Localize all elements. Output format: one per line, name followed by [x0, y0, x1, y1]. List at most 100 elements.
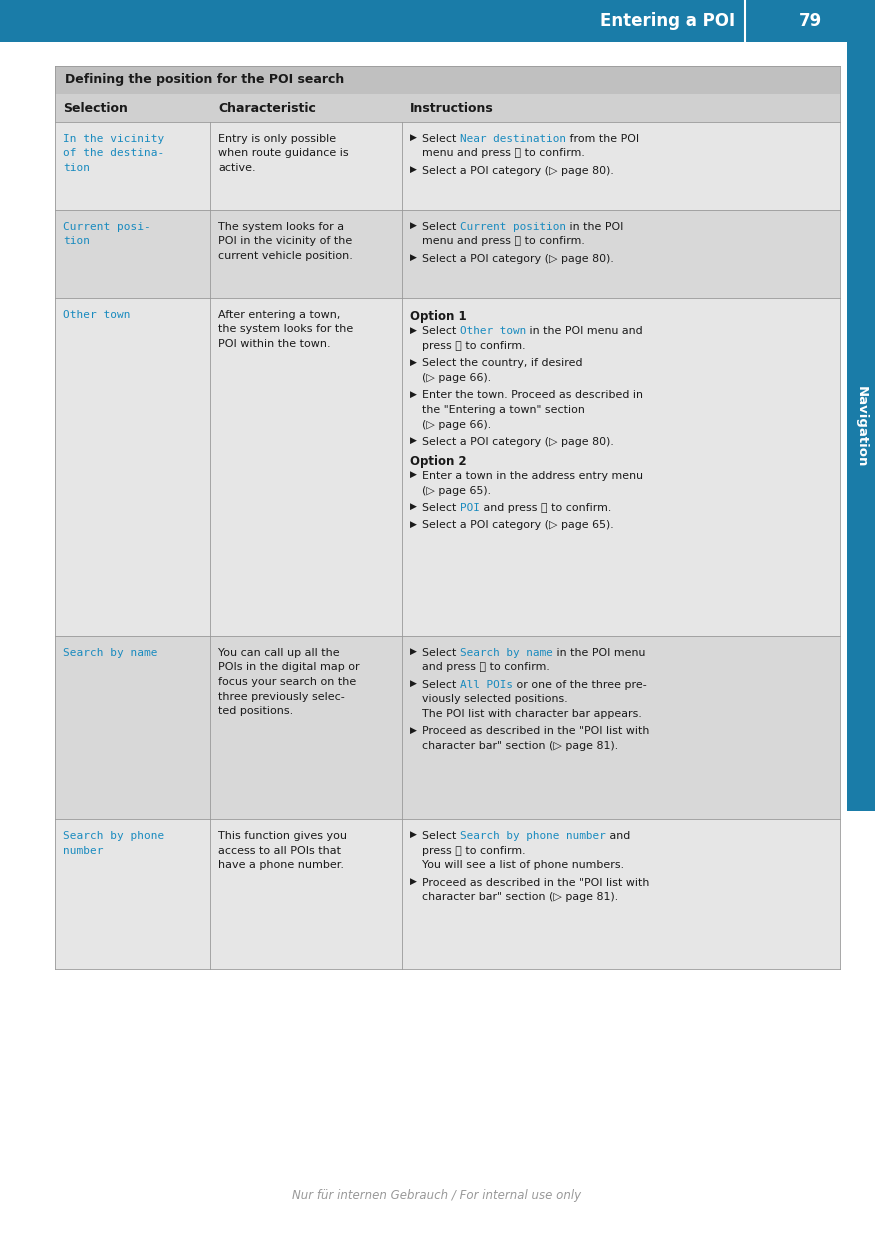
Text: and press ⓐ to confirm.: and press ⓐ to confirm. [422, 663, 550, 673]
Text: All POIs: All POIs [460, 680, 513, 690]
Text: the "Entering a town" section: the "Entering a town" section [422, 405, 584, 414]
Text: character bar" section (▷ page 81).: character bar" section (▷ page 81). [422, 892, 618, 902]
Text: Select: Select [422, 503, 460, 513]
Text: ▶: ▶ [410, 253, 416, 262]
Text: ▶: ▶ [410, 503, 416, 511]
Bar [55, 122, 840, 210]
Bar [55, 635, 840, 819]
Text: Select: Select [422, 648, 460, 658]
Text: active.: active. [218, 163, 256, 172]
Text: (▷ page 66).: (▷ page 66). [422, 419, 491, 429]
Text: This function gives you: This function gives you [218, 831, 347, 841]
Text: Entering a POI: Entering a POI [600, 12, 735, 30]
Text: ▶: ▶ [410, 470, 416, 479]
Text: ▶: ▶ [410, 726, 416, 735]
Text: ▶: ▶ [410, 436, 416, 446]
Text: ted positions.: ted positions. [218, 706, 293, 716]
Text: Search by phone number: Search by phone number [460, 831, 606, 841]
Text: and: and [606, 831, 630, 841]
Text: (▷ page 65).: (▷ page 65). [422, 485, 491, 495]
Bar [0, 0, 875, 42]
Text: Navigation: Navigation [855, 386, 867, 467]
Text: Proceed as described in the "POI list with: Proceed as described in the "POI list wi… [422, 726, 649, 736]
Text: three previously selec-: three previously selec- [218, 691, 345, 701]
Text: Select a POI category (▷ page 80).: Select a POI category (▷ page 80). [422, 166, 613, 176]
Text: Option 1: Option 1 [410, 310, 466, 323]
Text: Search by name: Search by name [63, 648, 158, 658]
Text: ▶: ▶ [410, 679, 416, 688]
Text: You can call up all the: You can call up all the [218, 648, 340, 658]
Text: menu and press ⓐ to confirm.: menu and press ⓐ to confirm. [422, 237, 584, 247]
Text: in the POI: in the POI [566, 222, 623, 232]
Text: from the POI: from the POI [566, 134, 639, 144]
Text: Other town: Other town [460, 326, 526, 336]
Text: Current posi-: Current posi- [63, 222, 150, 232]
Text: Select: Select [422, 222, 460, 232]
Text: current vehicle position.: current vehicle position. [218, 251, 353, 261]
Text: ▶: ▶ [410, 830, 416, 839]
Text: Select: Select [422, 134, 460, 144]
Text: In the vicinity: In the vicinity [63, 134, 164, 144]
Text: press ⓐ to confirm.: press ⓐ to confirm. [422, 341, 526, 351]
Text: character bar" section (▷ page 81).: character bar" section (▷ page 81). [422, 741, 618, 751]
Text: Search by phone: Search by phone [63, 831, 164, 841]
Text: ▶: ▶ [410, 357, 416, 366]
Text: Defining the position for the POI search: Defining the position for the POI search [65, 73, 344, 87]
Bar [55, 66, 840, 94]
Bar [847, 42, 875, 812]
Text: the system looks for the: the system looks for the [218, 324, 354, 335]
Text: Selection: Selection [63, 102, 128, 114]
Text: focus your search on the: focus your search on the [218, 678, 356, 688]
Text: and press ⓐ to confirm.: and press ⓐ to confirm. [480, 503, 611, 513]
Text: Option 2: Option 2 [410, 454, 466, 468]
Text: Other town: Other town [63, 310, 130, 320]
Text: in the POI menu: in the POI menu [553, 648, 645, 658]
Text: Instructions: Instructions [410, 102, 494, 114]
Text: menu and press ⓐ to confirm.: menu and press ⓐ to confirm. [422, 149, 584, 159]
Text: ▶: ▶ [410, 390, 416, 398]
Text: (▷ page 66).: (▷ page 66). [422, 374, 491, 383]
Bar [55, 298, 840, 635]
Text: tion: tion [63, 163, 90, 172]
Text: Nur für internen Gebrauch / For internal use only: Nur für internen Gebrauch / For internal… [292, 1190, 582, 1203]
Text: ▶: ▶ [410, 165, 416, 174]
Bar [55, 94, 840, 122]
Text: Search by name: Search by name [460, 648, 553, 658]
Text: Select: Select [422, 831, 460, 841]
Text: ▶: ▶ [410, 221, 416, 230]
Text: access to all POIs that: access to all POIs that [218, 845, 341, 855]
Text: Select the country, if desired: Select the country, if desired [422, 359, 583, 369]
Text: After entering a town,: After entering a town, [218, 310, 340, 320]
Text: Select a POI category (▷ page 65).: Select a POI category (▷ page 65). [422, 520, 613, 530]
Text: The system looks for a: The system looks for a [218, 222, 344, 232]
Text: ▶: ▶ [410, 325, 416, 335]
Text: tion: tion [63, 237, 90, 247]
Text: or one of the three pre-: or one of the three pre- [513, 680, 647, 690]
Text: Enter the town. Proceed as described in: Enter the town. Proceed as described in [422, 391, 643, 401]
Text: Characteristic: Characteristic [218, 102, 316, 114]
Text: ▶: ▶ [410, 133, 416, 141]
Bar [55, 819, 840, 969]
Text: press ⓐ to confirm.: press ⓐ to confirm. [422, 845, 526, 855]
Text: The POI list with character bar appears.: The POI list with character bar appears. [422, 709, 641, 719]
Bar [55, 210, 840, 298]
Text: POIs in the digital map or: POIs in the digital map or [218, 663, 360, 673]
Text: POI in the vicinity of the: POI in the vicinity of the [218, 237, 353, 247]
Text: of the destina-: of the destina- [63, 149, 164, 159]
Text: Select a POI category (▷ page 80).: Select a POI category (▷ page 80). [422, 254, 613, 264]
Text: Near destination: Near destination [460, 134, 566, 144]
Text: number: number [63, 845, 103, 855]
Text: in the POI menu and: in the POI menu and [526, 326, 643, 336]
Text: ▶: ▶ [410, 647, 416, 656]
Text: Proceed as described in the "POI list with: Proceed as described in the "POI list wi… [422, 877, 649, 887]
Text: POI: POI [460, 503, 480, 513]
Text: when route guidance is: when route guidance is [218, 149, 348, 159]
Text: have a phone number.: have a phone number. [218, 860, 344, 870]
Text: ▶: ▶ [410, 876, 416, 886]
Text: Select: Select [422, 326, 460, 336]
Text: Current position: Current position [460, 222, 566, 232]
Text: Select: Select [422, 680, 460, 690]
Text: viously selected positions.: viously selected positions. [422, 695, 568, 705]
Text: 79: 79 [798, 12, 822, 30]
Text: ▶: ▶ [410, 520, 416, 529]
